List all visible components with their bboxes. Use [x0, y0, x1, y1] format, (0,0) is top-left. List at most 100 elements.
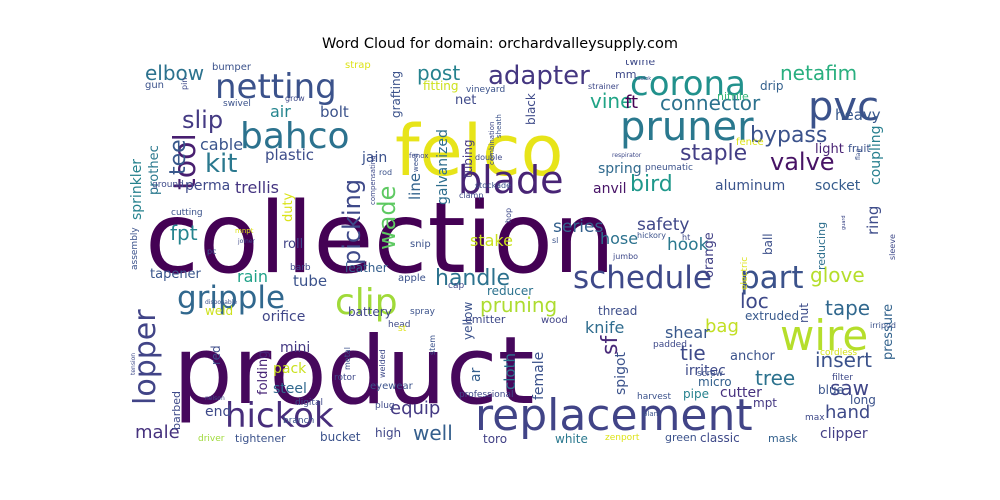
word-classic: classic [700, 431, 740, 445]
word-snip: snip [410, 239, 431, 250]
word-line: line [406, 173, 424, 200]
word-cordless: cordless [820, 348, 857, 358]
word-loc: loc [740, 289, 769, 313]
word-irripod: irripod [870, 321, 896, 330]
word-ar: ar [468, 367, 484, 382]
word-wood: wood [541, 315, 568, 326]
word-tape: tape [825, 296, 870, 320]
word-mask: mask [768, 432, 798, 445]
word-hickory: hickory [637, 231, 666, 240]
word-assembly: assembly [130, 227, 140, 270]
word-felco: felco [395, 110, 563, 192]
word-end: end [205, 404, 231, 420]
word-drip: drip [760, 79, 784, 93]
word-sheath: sheath [495, 114, 503, 138]
word-cloud-svg: collection product felco replacement pruner w… [128, 60, 897, 445]
word-roll: roll [283, 237, 303, 252]
word-nitrile: nitrile [717, 90, 749, 103]
word-vineyard: vineyard [466, 85, 505, 95]
word-safety: safety [637, 215, 689, 235]
word-orange: orange [702, 232, 717, 278]
word-zenport: zenport [605, 433, 640, 443]
word-cloud-area: collection product felco replacement pruner w… [125, 60, 900, 445]
word-perma: perma [185, 178, 230, 194]
word-fruit: fruit [848, 142, 871, 155]
word-galvanized: galvanized [435, 129, 451, 205]
word-bucket: bucket [320, 430, 361, 444]
word-black: black [524, 93, 538, 125]
word-rotor: rotor [334, 373, 356, 383]
word-valve: valve [770, 148, 835, 176]
word-barb: barb [290, 263, 311, 273]
word-sadlok: sadlok [635, 76, 651, 82]
word-mm: mm [615, 68, 636, 81]
word-driver: driver [198, 434, 225, 444]
word-extruded: extruded [745, 309, 799, 323]
word-pipe: pipe [683, 387, 709, 401]
word-fitting: fitting [423, 79, 459, 93]
word-tubing: tubing [461, 140, 475, 178]
word-stockade: stockade [475, 181, 511, 190]
word-spray: spray [410, 307, 436, 317]
word-sf: sf [598, 335, 623, 355]
word-tool: tool [168, 133, 203, 190]
word-netting: netting [215, 67, 337, 107]
chart-title: Word Cloud for domain: orchardvalleysupp… [321, 36, 679, 52]
word-duty: duty [281, 192, 296, 222]
word-prothec: prothec [147, 145, 162, 195]
word-gripple: gripple [177, 280, 285, 316]
word-spring: spring [598, 161, 642, 177]
word-clamp: clamp [459, 191, 483, 200]
word-anvil: anvil [593, 181, 627, 197]
word-padded: padded [653, 340, 687, 350]
word-tapener: tapener [150, 267, 202, 282]
word-rain: rain [237, 267, 268, 286]
word-bag: bag [705, 316, 739, 337]
word-combination: combination [488, 122, 496, 165]
word-tightener: tightener [235, 432, 286, 445]
word-guard: guard [841, 215, 847, 230]
word-wire: wire [780, 311, 868, 360]
word-electric: electric [740, 257, 750, 290]
word-high: high [375, 426, 401, 440]
word-lopper: lopper [128, 309, 163, 405]
word-heavy: heavy [835, 106, 881, 124]
word-vine: vine [590, 89, 632, 113]
word-tree: tree [755, 366, 795, 390]
word-stem: stem [428, 335, 437, 355]
word-pack: pack [273, 361, 307, 377]
word-leather: leather [345, 261, 388, 275]
word-nelson: nelson [205, 395, 225, 402]
word-grow: grow [285, 94, 305, 103]
word-ring: ring [864, 206, 882, 235]
word-digital: digital [295, 398, 323, 408]
word-hook: hook [667, 235, 709, 255]
word-rod: rod [379, 168, 392, 177]
word-apple: apple [398, 273, 426, 284]
word-cap: cap [448, 281, 464, 291]
word-nut: nut [797, 303, 811, 323]
word-cloth: cloth [501, 353, 519, 390]
word-plant: plant [643, 410, 661, 418]
word-slip: slip [182, 106, 223, 134]
word-double: double [475, 153, 502, 162]
word-ball: ball [761, 233, 775, 255]
word-socket: socket [815, 178, 861, 194]
word-harvest: harvest [637, 392, 671, 402]
word-st: st [398, 324, 407, 334]
word-connector: connector [660, 91, 761, 115]
word-cable: cable [200, 135, 243, 154]
word-part: part [740, 260, 804, 296]
word-strap: strap [345, 60, 371, 71]
word-green: green [665, 431, 697, 444]
word-clipper: clipper [820, 426, 868, 442]
word-cutter: cutter [720, 385, 762, 401]
word-mpt: mpt [753, 396, 777, 410]
word-pin: pin [180, 78, 189, 90]
word-toro: toro [483, 432, 507, 445]
word-hop: hop [504, 208, 513, 223]
word-pruning: pruning [480, 293, 557, 317]
word-micro: micro [698, 375, 732, 389]
word-disposable: disposable [205, 299, 237, 306]
word-screw: screw [697, 369, 723, 379]
